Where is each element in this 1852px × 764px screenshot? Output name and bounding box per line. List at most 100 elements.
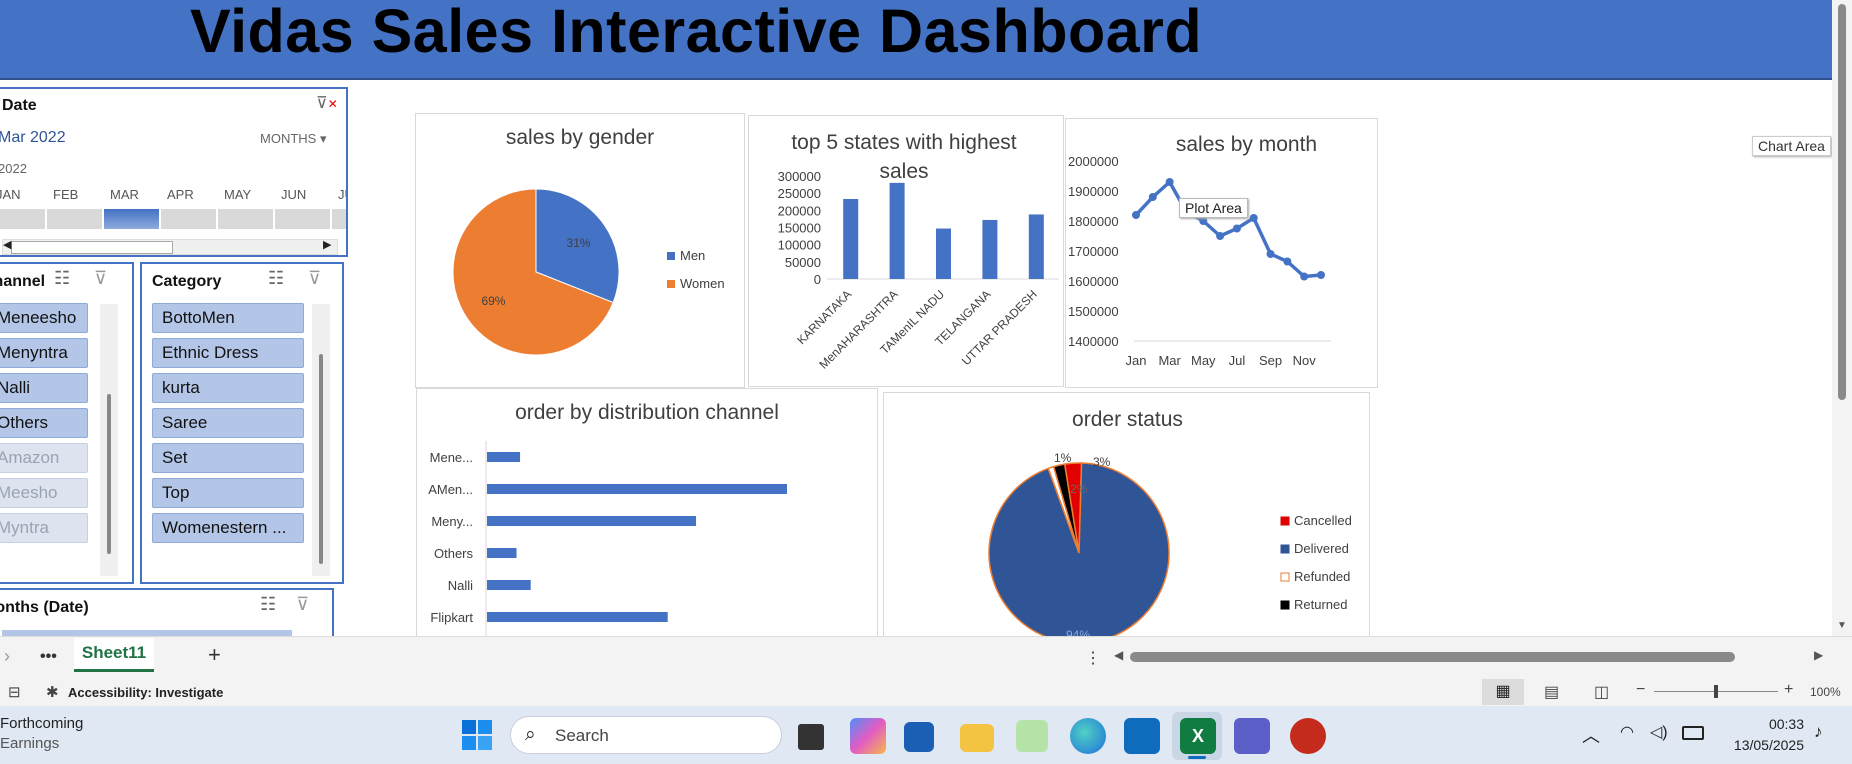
- news-widget[interactable]: Forthcoming Earnings: [0, 714, 83, 754]
- timeline-period-ju[interactable]: [332, 209, 346, 229]
- scroll-down-icon[interactable]: ▼: [1837, 620, 1847, 631]
- category-item[interactable]: Top: [152, 478, 304, 508]
- multi-select-icon[interactable]: ☷: [54, 268, 71, 288]
- taskbar-search-box[interactable]: ⌕ Search: [510, 716, 782, 754]
- category-item[interactable]: Set: [152, 443, 304, 473]
- category-slicer[interactable]: Category ☷ ⊽ BottoMen Ethnic Dress kurta Sa…: [140, 262, 344, 584]
- add-sheet-button[interactable]: +: [208, 642, 221, 667]
- category-scrollbar[interactable]: [312, 304, 330, 576]
- channel-item[interactable]: Others: [0, 408, 88, 438]
- notification-bell-icon[interactable]: ♪: [1814, 722, 1823, 741]
- channel-item[interactable]: Amazon: [0, 443, 88, 473]
- timeline-period-feb[interactable]: [47, 209, 102, 229]
- months-slicer[interactable]: Months (Date) ☷ ⊽: [0, 588, 334, 638]
- category-item[interactable]: Saree: [152, 408, 304, 438]
- sheet-tab-sheet11[interactable]: Sheet11: [74, 638, 154, 672]
- channel-item[interactable]: Meneesho: [0, 303, 88, 333]
- prev-sheet-icon[interactable]: ›: [4, 646, 10, 666]
- year-label: 2022: [0, 161, 27, 176]
- clear-filter-icon[interactable]: ⊽: [308, 268, 322, 288]
- teams-icon[interactable]: [1234, 718, 1270, 754]
- pie-plot[interactable]: 31% 69% Men Women: [416, 114, 746, 389]
- timeline-period-mar[interactable]: [104, 209, 159, 229]
- category-item[interactable]: Womenestern ...: [152, 513, 304, 543]
- clear-filter-icon[interactable]: ⊽: [296, 594, 310, 614]
- category-item[interactable]: kurta: [152, 373, 304, 403]
- timeline-period-jun[interactable]: [275, 209, 330, 229]
- edge-icon[interactable]: [1070, 718, 1106, 754]
- timeline-scroll-thumb[interactable]: [11, 241, 173, 254]
- zoom-level[interactable]: 100%: [1810, 685, 1841, 699]
- scroll-left-icon[interactable]: ◀: [3, 239, 12, 251]
- channel-scrollbar[interactable]: [100, 304, 118, 576]
- outlook-icon[interactable]: [1124, 718, 1160, 754]
- vertical-scroll-thumb[interactable]: [1838, 4, 1846, 400]
- sales-by-gender-chart[interactable]: sales by gender 31% 69% Men Women: [415, 113, 745, 388]
- volume-icon[interactable]: ◁): [1650, 724, 1668, 741]
- pie-plot[interactable]: 1% 3% 2% 94% Cancelled Delivered Refunded Retur…: [884, 393, 1371, 639]
- copilot-icon[interactable]: [850, 718, 886, 754]
- normal-view-button[interactable]: ▦: [1482, 679, 1524, 705]
- channel-item[interactable]: Nalli: [0, 373, 88, 403]
- line-plot[interactable]: 2000000 1900000 1800000 1700000 1600000 15000…: [1066, 119, 1379, 389]
- bar: [889, 182, 905, 279]
- channel-item[interactable]: Myntra: [0, 513, 88, 543]
- scroll-right-icon[interactable]: ▶: [323, 239, 332, 251]
- clock[interactable]: 00:33 13/05/2025: [1720, 714, 1804, 756]
- start-button[interactable]: [462, 720, 492, 750]
- multi-select-icon[interactable]: ☷: [260, 594, 277, 614]
- more-sheets-icon[interactable]: •••: [40, 648, 57, 665]
- page-break-view-button[interactable]: ◫: [1594, 684, 1610, 701]
- scroll-left-icon[interactable]: ◀: [1114, 648, 1124, 662]
- store-icon[interactable]: [904, 722, 934, 752]
- timeline-scrollbar[interactable]: ◀ ▶: [2, 239, 338, 255]
- timeline-period-may[interactable]: [218, 209, 273, 229]
- months-slicer-title: Months (Date): [0, 599, 89, 616]
- battery-icon[interactable]: [1682, 726, 1704, 740]
- channel-scroll-thumb[interactable]: [107, 394, 111, 554]
- channel-slicer[interactable]: Channel ☷ ⊽ Meneesho Menyntra Nalli Others A…: [0, 262, 134, 584]
- horizontal-scroll-thumb[interactable]: [1130, 652, 1735, 662]
- accessibility-icon[interactable]: ✱: [46, 684, 59, 701]
- accessibility-status[interactable]: Accessibility: Investigate: [68, 685, 224, 700]
- snipping-tool-icon[interactable]: [1016, 720, 1048, 752]
- excel-icon[interactable]: X: [1180, 718, 1216, 754]
- zoom-out-button[interactable]: −: [1636, 681, 1646, 698]
- macro-record-icon[interactable]: ⊟: [8, 684, 21, 701]
- sales-by-month-chart[interactable]: sales by month 2000000 1900000 1800000 1700…: [1065, 118, 1378, 388]
- time-level-dropdown[interactable]: MONTHS ▾: [260, 131, 327, 147]
- y-tick-label: 1700000: [1068, 244, 1119, 259]
- multi-select-icon[interactable]: ☷: [268, 268, 285, 288]
- timeline-period-apr[interactable]: [161, 209, 216, 229]
- distribution-channel-chart[interactable]: order by distribution channel Mene... AMe…: [416, 388, 879, 639]
- category-item[interactable]: Ethnic Dress: [152, 338, 304, 368]
- clear-filter-icon[interactable]: ⊽✕: [316, 95, 338, 112]
- task-view-icon[interactable]: [798, 724, 824, 750]
- sheet-vertical-scrollbar[interactable]: ▼: [1832, 0, 1852, 636]
- channel-item[interactable]: Meesho: [0, 478, 88, 508]
- horizontal-scrollbar[interactable]: ◀ ▶: [1112, 648, 1832, 664]
- horizontal-bar-plot[interactable]: Mene... AMen... Meny... Others Nalli Flipkart: [417, 389, 879, 639]
- sheet-options-icon[interactable]: ⋮: [1085, 650, 1101, 667]
- order-status-chart[interactable]: order status 1% 3% 2% 94% Cancelled Delivered…: [883, 392, 1371, 639]
- media-player-icon[interactable]: [1290, 718, 1326, 754]
- date-slicer[interactable]: Date ⊽✕ Mar 2022 MONTHS ▾ 2022 JAN FEB MAR…: [0, 87, 348, 257]
- wifi-icon[interactable]: ◠: [1620, 724, 1634, 741]
- top-states-chart[interactable]: top 5 states with highest sales 300000 25…: [748, 115, 1064, 387]
- data-point: [1232, 224, 1241, 233]
- scroll-right-icon[interactable]: ▶: [1814, 648, 1824, 662]
- bar-plot[interactable]: 300000250000200000150000100000500000KARN…: [749, 116, 1065, 388]
- zoom-slider-thumb[interactable]: [1714, 685, 1718, 698]
- zoom-slider[interactable]: [1654, 685, 1778, 698]
- channel-item[interactable]: Menyntra: [0, 338, 88, 368]
- timeline-period-jan[interactable]: [0, 209, 45, 229]
- category-item[interactable]: BottoMen: [152, 303, 304, 333]
- zoom-in-button[interactable]: +: [1784, 681, 1794, 698]
- chevron-up-icon[interactable]: ︿: [1582, 726, 1600, 746]
- months-slicer-item[interactable]: [2, 630, 292, 638]
- legend-label: Women: [680, 276, 725, 291]
- clear-filter-icon[interactable]: ⊽: [94, 268, 108, 288]
- page-layout-view-button[interactable]: ▤: [1544, 684, 1560, 701]
- file-explorer-icon[interactable]: [960, 724, 994, 752]
- category-scroll-thumb[interactable]: [319, 354, 323, 564]
